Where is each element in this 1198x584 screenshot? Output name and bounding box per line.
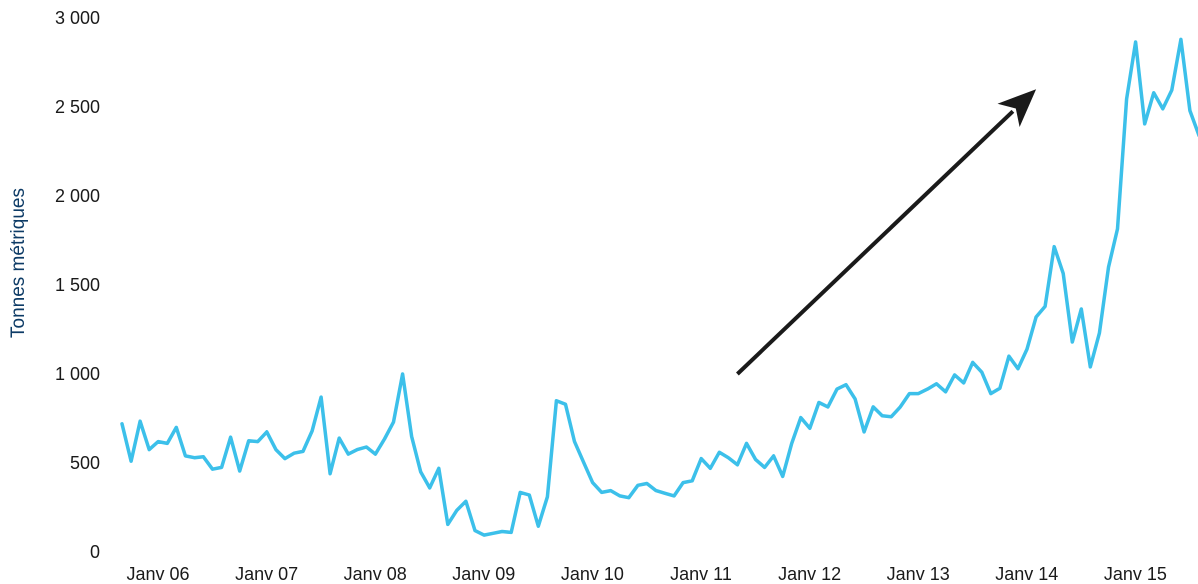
trend-arrow-shaft — [736, 109, 1015, 376]
x-tick-label: Janv 11 — [670, 564, 732, 584]
x-tick-label: Janv 14 — [995, 564, 1058, 584]
y-axis-label: Tonnes métriques — [8, 188, 29, 338]
y-tick-label: 2 000 — [55, 186, 100, 206]
y-tick-label: 2 500 — [55, 97, 100, 117]
x-tick-label: Janv 12 — [778, 564, 841, 584]
y-tick-label: 1 500 — [55, 275, 100, 295]
x-tick-labels: Janv 06 Janv 07 Janv 08 Janv 09 Janv 10 Janv … — [126, 564, 1166, 584]
x-tick-label: Janv 06 — [126, 564, 189, 584]
y-tick-label: 3 000 — [55, 8, 100, 28]
x-tick-label: Janv 13 — [887, 564, 950, 584]
y-tick-labels: 0 500 1 000 1 500 2 000 2 500 3 000 — [55, 8, 100, 562]
series-line — [120, 37, 1198, 537]
series-layer — [120, 37, 1198, 537]
x-tick-label: Janv 15 — [1104, 564, 1167, 584]
y-tick-label: 500 — [70, 453, 100, 473]
x-tick-label: Janv 10 — [561, 564, 624, 584]
x-tick-label: Janv 08 — [344, 564, 407, 584]
annotation-layer — [736, 89, 1037, 376]
y-tick-label: 0 — [90, 542, 100, 562]
trend-arrow-head — [997, 89, 1037, 127]
y-tick-label: 1 000 — [55, 364, 100, 384]
x-tick-label: Janv 09 — [452, 564, 515, 584]
x-tick-label: Janv 07 — [235, 564, 298, 584]
y-axis-label-group: Tonnes métriques — [8, 188, 29, 338]
